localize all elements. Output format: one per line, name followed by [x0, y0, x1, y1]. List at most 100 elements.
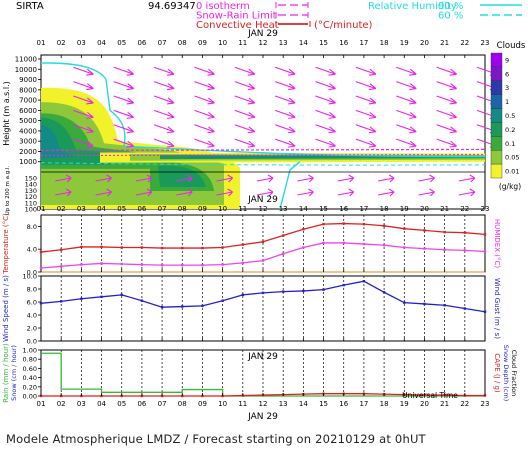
- snow-axis-title: Snow (cm / hour): [10, 345, 18, 401]
- wind-arrow: [297, 174, 314, 183]
- wind-arrow: [377, 188, 395, 197]
- wind-arrow: [275, 66, 296, 76]
- wind-arrow: [436, 138, 457, 148]
- wind-arrow: [396, 124, 417, 134]
- series-point: [221, 246, 224, 249]
- wind-arrow: [216, 188, 234, 197]
- hour-tick-label: 06: [137, 400, 146, 408]
- hour-tick-label: 22: [460, 205, 469, 213]
- panel-y-tick-label: 0.40: [23, 374, 37, 382]
- wind-arrow: [396, 66, 417, 76]
- date-label: JAN 29: [247, 412, 278, 422]
- wind-arrow: [153, 138, 175, 148]
- wind-arrow: [396, 109, 417, 119]
- series-point: [241, 293, 245, 297]
- hour-tick-label: 11: [238, 39, 247, 47]
- panel-y-tick-label: 10.0: [23, 273, 37, 281]
- series-point: [100, 295, 103, 298]
- panel-y-tick-label: 4.0: [27, 312, 37, 320]
- wind-arrow: [436, 124, 457, 134]
- wind-arrow: [418, 174, 435, 183]
- series-point: [221, 299, 224, 302]
- wind-arrow: [113, 138, 135, 148]
- hour-tick-label: 19: [400, 39, 409, 47]
- colorbar-swatch: [490, 80, 503, 95]
- panel-y-tick-label: 4.0: [27, 246, 37, 254]
- snow-depth-axis-title: Snow Depth (cm): [502, 345, 510, 401]
- colorbar-swatch: [490, 108, 503, 123]
- series-point: [181, 246, 184, 250]
- cloud-y-tick-label-low: 110: [25, 199, 37, 207]
- series-point: [59, 265, 63, 268]
- series-point: [59, 300, 63, 303]
- panel-y-tick-label: 0.20: [23, 383, 37, 391]
- legend-line-samples: [275, 2, 522, 27]
- colorbar-swatch: [490, 122, 503, 137]
- series-point: [201, 246, 204, 250]
- series-point: [302, 228, 305, 231]
- site-coords: 94.69347: [148, 1, 196, 12]
- wind-arrow: [153, 81, 175, 91]
- cloud-y-tick-label: 5000: [19, 117, 37, 125]
- relative-humidity-contour-60: [40, 162, 486, 166]
- colorbar-tick-label: 1: [505, 98, 509, 106]
- cloud-fraction-axis-title: Cloud Fraction: [510, 350, 518, 397]
- wind-arrow: [153, 95, 175, 105]
- hour-tick-label: 09: [198, 39, 207, 47]
- hour-tick-label: 13: [279, 39, 288, 47]
- wind-arrow: [234, 95, 256, 105]
- wind-arrow: [275, 138, 296, 148]
- wind-arrow: [194, 95, 215, 105]
- series-point: [39, 266, 43, 270]
- wind-arrow: [135, 188, 153, 197]
- hour-tick-label: 11: [238, 205, 247, 213]
- hour-tick-label: 17: [359, 205, 368, 213]
- colorbar-swatch: [490, 94, 503, 109]
- wind-arrow: [355, 109, 377, 119]
- wind-arrow: [194, 138, 215, 148]
- hour-tick-label: 15: [319, 205, 328, 213]
- legend-rh-90: 90 %: [438, 1, 463, 12]
- hour-tick-label: 01: [37, 205, 46, 213]
- series-point: [39, 250, 43, 254]
- date-label: JAN 29: [247, 195, 278, 205]
- series-point: [80, 263, 83, 266]
- colorbar-tick-label: 6: [505, 70, 509, 78]
- series-point: [140, 299, 144, 302]
- wind-arrow: [396, 81, 417, 91]
- panel-left-axis-title: Temperature (°C): [2, 213, 10, 275]
- series-point: [322, 241, 325, 245]
- wind-arrow: [436, 66, 457, 76]
- series-point: [443, 304, 446, 307]
- wind-arrow: [315, 124, 336, 134]
- wind-arrow: [216, 174, 234, 183]
- hour-tick-label: 16: [339, 205, 348, 213]
- colorbar-unit: (g/kg): [499, 182, 521, 191]
- hour-tick-label: 04: [97, 39, 106, 47]
- cloud-y-tick-label: 3000: [19, 138, 37, 146]
- series-point: [382, 291, 386, 294]
- series-point: [463, 231, 467, 234]
- wind-arrow: [396, 138, 417, 148]
- hour-tick-label: 18: [380, 400, 389, 408]
- cloud-y-tick-label-low: 140: [25, 181, 37, 189]
- series-point: [120, 293, 123, 297]
- legend-convective-unit: (°C/minute): [314, 20, 373, 31]
- colorbar-title: Clouds: [497, 41, 526, 51]
- series-point: [261, 259, 265, 262]
- x-axis-title: Universal Time: [402, 391, 458, 400]
- wind-arrow: [315, 95, 336, 105]
- series-point: [443, 230, 446, 234]
- hour-tick-label: 12: [259, 205, 268, 213]
- colorbar-swatch: [490, 52, 503, 68]
- wind-arrow: [73, 95, 94, 105]
- wind-arrow: [176, 174, 193, 183]
- panel-y-tick-label: 0.0: [27, 338, 37, 346]
- wind-arrow: [275, 109, 296, 119]
- wind-arrow: [315, 109, 336, 119]
- series-point: [483, 233, 487, 236]
- wind-arrow: [377, 174, 395, 183]
- series-point: [342, 222, 345, 225]
- panel-plot-area: [40, 275, 486, 342]
- hour-tick-label: 01: [37, 400, 46, 408]
